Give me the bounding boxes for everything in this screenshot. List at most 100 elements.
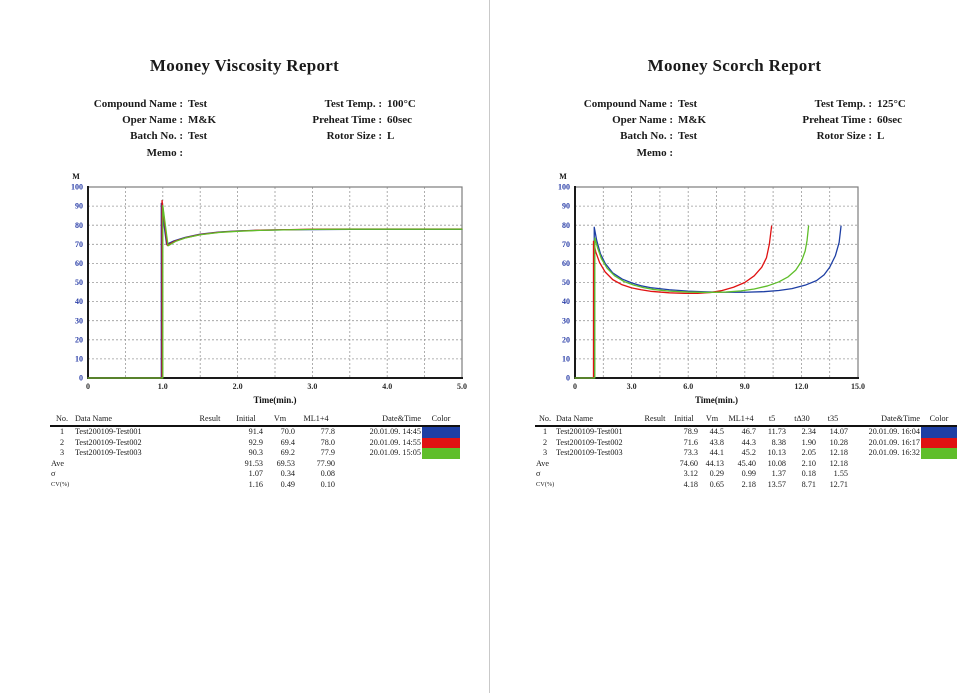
value-cell: 14.07: [829, 427, 848, 436]
value-cell: 0.49: [280, 479, 295, 489]
table-row: 3 Test200109-Test003 90.3 69.2 77.9 20.01.09.…: [50, 448, 460, 459]
stat-row: Ave 74.60 44.13 45.40 10.08 2.10 12.18: [535, 459, 957, 470]
value-cell: [192, 448, 228, 459]
value-cell: 4.18: [683, 479, 698, 489]
preheat-time-value: 60sec: [877, 114, 903, 127]
x-axis-title: Time(min.): [695, 395, 738, 405]
datetime-cell: 20.01.09. 14:55: [369, 437, 421, 447]
value-cell: 8.71: [801, 479, 816, 489]
data-name-cell: Test200109-Test001: [556, 427, 623, 436]
data-name-cell: [74, 459, 192, 470]
value-cell: 0.10: [320, 479, 335, 489]
x-axis-tick-label: 1.0: [158, 382, 168, 391]
preheat-time-label: Preheat Time :: [802, 114, 872, 127]
value-cell: 0.08: [320, 469, 335, 479]
viscosity-chart: 0 10 20 30 40 50 60 70 80 90 100 0 1.0 2.0 3.0 4.0 5.0 M T…: [48, 167, 478, 417]
color-cell: [422, 469, 460, 480]
column-header-vm: Vm: [699, 414, 725, 427]
value-cell: [641, 459, 669, 470]
y-axis-tick-label: 30: [562, 316, 570, 325]
batch-no-value: Test: [678, 130, 698, 143]
data-name-cell: [555, 469, 641, 480]
value-cell: 10.28: [829, 437, 848, 447]
report-info: Compound Name : Test Oper Name : M&K Bat…: [55, 96, 445, 161]
value-cell: 44.13: [705, 458, 724, 468]
column-header-color: Color: [921, 414, 957, 427]
datetime-cell: [849, 480, 921, 491]
value-cell: 70.0: [280, 427, 295, 436]
data-name-cell: [555, 480, 641, 491]
y-axis-tick-label: 100: [558, 183, 570, 192]
color-swatch: [422, 437, 460, 449]
y-axis-tick-label: 50: [75, 278, 83, 287]
column-header-t-30: t∆30: [787, 414, 817, 427]
batch-no-label: Batch No. :: [620, 130, 673, 143]
color-cell: [422, 459, 460, 470]
rotor-size-label: Rotor Size :: [816, 130, 872, 143]
value-cell: 8.38: [771, 437, 786, 447]
column-header-result: Result: [641, 414, 669, 427]
color-cell: [921, 437, 957, 449]
viscosity-result-table: No. Data Name Result Initial Vm ML1+4 Date&Tim…: [50, 414, 460, 491]
rotor-size-value: L: [387, 130, 395, 143]
data-name-cell: Test200109-Test003: [556, 448, 623, 458]
x-axis-tick-label: 4.0: [382, 382, 392, 391]
compound-name-row: Compound Name : Test: [545, 96, 780, 112]
value-cell: 1.55: [833, 469, 848, 479]
data-name-cell: [555, 459, 641, 470]
chart-svg: 0 10 20 30 40 50 60 70 80 90 100 0 3.0 6.0 9.0 12.0 15.0…: [558, 172, 865, 405]
column-header-initial: Initial: [228, 414, 264, 427]
y-axis-tick-label: 40: [562, 297, 570, 306]
x-axis-title: Time(min.): [253, 395, 296, 405]
y-axis-tick-label: 80: [75, 221, 83, 230]
y-axis-tick-label: 40: [75, 297, 83, 306]
value-cell: [641, 426, 669, 438]
value-cell: 12.71: [829, 479, 848, 489]
row-number: 2: [59, 437, 65, 447]
column-header-date-time: Date&Time: [849, 414, 921, 427]
oper-name-label: Oper Name :: [612, 114, 673, 127]
x-axis-tick-label: 5.0: [457, 382, 467, 391]
stat-label: σ: [536, 469, 541, 479]
value-cell: 91.53: [244, 458, 263, 468]
series-line-Test200109-Test003: [574, 225, 810, 379]
value-cell: [192, 480, 228, 491]
value-cell: 3.12: [683, 469, 698, 479]
value-cell: 73.3: [683, 448, 698, 458]
y-axis-tick-label: 80: [562, 221, 570, 230]
value-cell: [192, 469, 228, 480]
y-axis-tick-label: 60: [562, 259, 570, 268]
datetime-cell: [849, 459, 921, 470]
preheat-time-row: Preheat Time : 60sec: [290, 112, 445, 128]
value-cell: 2.05: [801, 448, 816, 458]
datetime-cell: 20.01.09. 16:32: [868, 448, 920, 458]
color-swatch: [921, 437, 957, 449]
preheat-time-row: Preheat Time : 60sec: [780, 112, 935, 128]
table-row: 2 Test200109-Test002 92.9 69.4 78.0 20.01.09.…: [50, 437, 460, 449]
x-axis-tick-label: 9.0: [740, 382, 750, 391]
column-header-no-: No.: [50, 414, 74, 427]
color-cell: [422, 480, 460, 491]
viscosity-report-page: Mooney Viscosity Report Compound Name : …: [0, 0, 489, 693]
oper-name-row: Oper Name : M&K: [545, 112, 780, 128]
row-number: 1: [59, 427, 65, 436]
stat-label: CV(%): [536, 480, 555, 488]
value-cell: 0.65: [709, 479, 724, 489]
color-swatch: [921, 448, 957, 459]
value-cell: [192, 438, 228, 449]
color-cell: [921, 459, 957, 470]
table-row: 1 Test200109-Test001 78.9 44.5 46.7 11.73 2.34…: [535, 426, 957, 438]
y-axis-tick-label: 100: [71, 183, 83, 192]
column-header-result: Result: [192, 414, 228, 427]
stat-row: CV(%) 4.18 0.65 2.18 13.57 8.71 12.71: [535, 480, 957, 491]
datetime-cell: 20.01.09. 15:05: [369, 448, 421, 458]
rotor-size-label: Rotor Size :: [326, 130, 382, 143]
value-cell: 2.10: [801, 458, 816, 468]
data-name-cell: [74, 469, 192, 480]
oper-name-row: Oper Name : M&K: [55, 112, 290, 128]
value-cell: 0.18: [801, 469, 816, 479]
test-temp-label: Test Temp. :: [324, 98, 382, 110]
value-cell: 10.08: [767, 458, 786, 468]
value-cell: 46.7: [741, 427, 756, 436]
